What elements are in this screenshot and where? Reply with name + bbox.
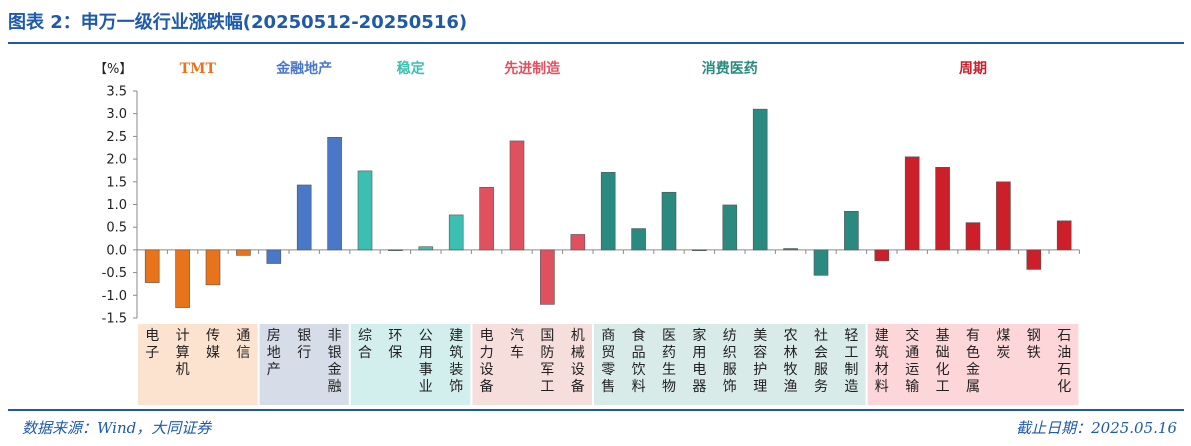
category-label: 环保 [388,328,402,361]
bar-series [144,108,1072,308]
bar-建筑材料 [874,249,890,262]
bar-家用电器 [692,249,707,251]
category-label: 汽车 [510,328,524,361]
y-tick-label: -0.5 [102,266,127,281]
category-label: 非银金融 [328,328,342,395]
data-source: 数据来源：Wind，大同证券 [22,419,212,437]
bar-纺织服饰 [722,204,738,251]
category-label: 农林牧渔 [784,328,798,395]
category-label: 社会服务 [814,328,828,395]
bar-食品饮料 [631,228,646,251]
bar-电子 [144,249,160,283]
bar-农林牧渔 [783,248,798,251]
category-label: 交通运输 [905,327,919,395]
title-divider [8,42,1184,44]
bar-社会服务 [813,249,829,276]
bar-钢铁 [1026,249,1042,270]
bar-煤炭 [996,181,1011,251]
bar-国防军工 [540,249,555,305]
category-label: 电力设备 [480,328,494,395]
group-label: 先进制造 [504,60,560,77]
bar-汽车 [509,140,525,251]
bar-有色金属 [965,222,981,251]
y-tick-label: 2.5 [106,130,127,145]
bar-交通运输 [904,156,920,251]
category-label: 基础化工 [936,327,950,395]
category-label: 机械设备 [571,328,585,395]
category-label: 房地产 [267,328,281,378]
bar-环保 [388,249,403,251]
category-label: 商贸零售 [601,328,615,395]
group-band [472,324,592,405]
group-band [138,324,258,405]
category-bands [138,324,1079,405]
bar-医药生物 [661,191,677,251]
group-label: 周期 [959,61,987,77]
category-label: 钢铁 [1027,328,1041,361]
y-axis-ticks: 3.5 3.0 2.5 2.0 1.5 1.0 0.5 0.0 -0.5 -1.0 -1.5 [102,85,137,327]
bar-美容护理 [752,108,768,251]
bar-综合 [357,170,373,251]
cutoff-date: 截止日期：2025.05.16 [1016,419,1177,437]
category-label: 国防军工 [540,328,554,395]
group-band [594,324,866,405]
category-label: 煤炭 [996,328,1010,361]
category-label: 综合 [358,328,372,361]
category-label: 轻工制造 [844,328,858,395]
group-band [867,324,1079,405]
bar-石油石化 [1056,220,1072,251]
bar-银行 [296,184,312,251]
footer-divider [8,409,1184,411]
category-label: 家用电器 [692,327,706,395]
bar-轻工制造 [844,211,859,251]
y-tick-label: 1.5 [106,175,127,190]
category-label: 传媒 [206,328,220,361]
category-label: 医药生物 [662,328,676,395]
group-band [259,324,349,405]
y-tick-label: 3.5 [106,85,127,100]
category-label: 纺织服饰 [723,328,737,395]
bar-房地产 [266,249,282,264]
category-label: 公用事业 [419,328,433,395]
bar-传媒 [205,249,221,286]
category-label: 建筑材料 [875,328,889,395]
chart-title: 图表 2：申万一级行业涨跌幅(20250512-20250516) [8,12,468,33]
category-label: 通信 [236,328,250,361]
bar-通信 [236,249,251,256]
y-tick-label: 1.0 [106,198,127,213]
group-labels: TMT 金融地产 稳定 先进制造 消费医药 周期 [180,60,987,77]
bar-商贸零售 [600,171,616,251]
category-label: 石油石化 [1057,328,1071,395]
group-label: 金融地产 [275,60,332,77]
category-label: 计算机 [176,328,190,378]
category-label: 美容护理 [753,328,767,395]
bar-计算机 [175,249,190,308]
category-label: 建筑装饰 [449,328,463,395]
group-label: 消费医药 [702,60,758,77]
y-axis-label: 【%】 [94,62,132,77]
y-tick-label: 0.5 [106,221,127,236]
y-tick-label: 2.0 [106,153,127,168]
group-label: TMT [180,61,217,77]
group-band [350,324,471,405]
y-tick-label: 0.0 [106,243,127,258]
y-tick-label: -1.0 [102,289,127,304]
group-label: 稳定 [397,60,425,77]
bar-电力设备 [479,186,494,251]
bar-机械设备 [570,234,586,251]
bar-非银金融 [327,137,342,251]
bar-基础化工 [935,166,950,251]
y-tick-label: 3.0 [106,107,127,122]
category-label: 有色金属 [966,328,980,395]
category-label: 银行 [297,328,311,361]
y-tick-label: -1.5 [102,312,127,327]
bar-公用事业 [418,246,434,251]
category-label: 食品饮料 [632,327,646,395]
category-label: 电子 [145,328,159,361]
bar-建筑装饰 [448,214,464,251]
